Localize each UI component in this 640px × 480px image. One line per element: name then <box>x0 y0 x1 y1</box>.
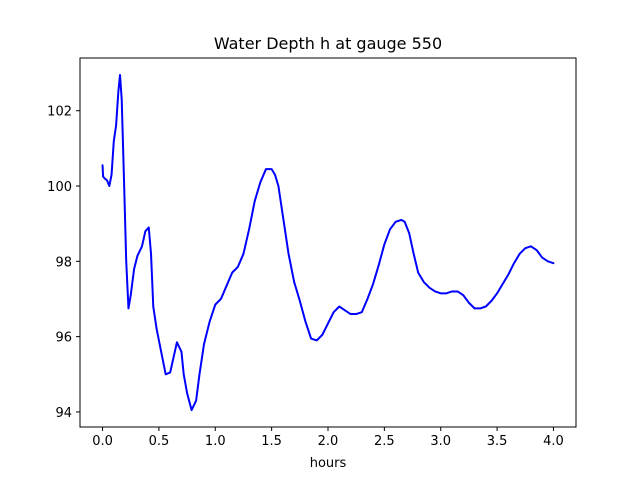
x-tick-label: 3.0 <box>430 434 451 449</box>
x-axis-label: hours <box>310 456 347 471</box>
x-tick-label: 2.0 <box>318 434 339 449</box>
plot-frame <box>79 57 577 428</box>
x-tick-label: 4.0 <box>543 434 564 449</box>
x-tick-label: 1.5 <box>261 434 282 449</box>
y-tick-label: 100 <box>47 180 72 195</box>
x-axis-ticks: 0.0 0.5 1.0 1.5 2.0 2.5 3.0 3.5 4.0 <box>92 427 564 449</box>
chart-title: Water Depth h at gauge 550 <box>214 34 442 53</box>
y-tick-label: 102 <box>47 105 72 120</box>
x-tick-label: 3.5 <box>487 434 508 449</box>
x-tick-label: 0.5 <box>149 434 170 449</box>
y-tick-label: 94 <box>55 406 72 421</box>
y-axis-ticks: 94 96 98 100 102 <box>47 105 80 421</box>
series-layer <box>101 73 555 412</box>
x-tick-label: 2.5 <box>374 434 395 449</box>
x-tick-label: 1.0 <box>205 434 226 449</box>
y-tick-label: 98 <box>55 255 72 270</box>
y-tick-label: 96 <box>55 331 72 346</box>
x-tick-label: 0.0 <box>92 434 113 449</box>
series-line-0 <box>101 73 555 412</box>
